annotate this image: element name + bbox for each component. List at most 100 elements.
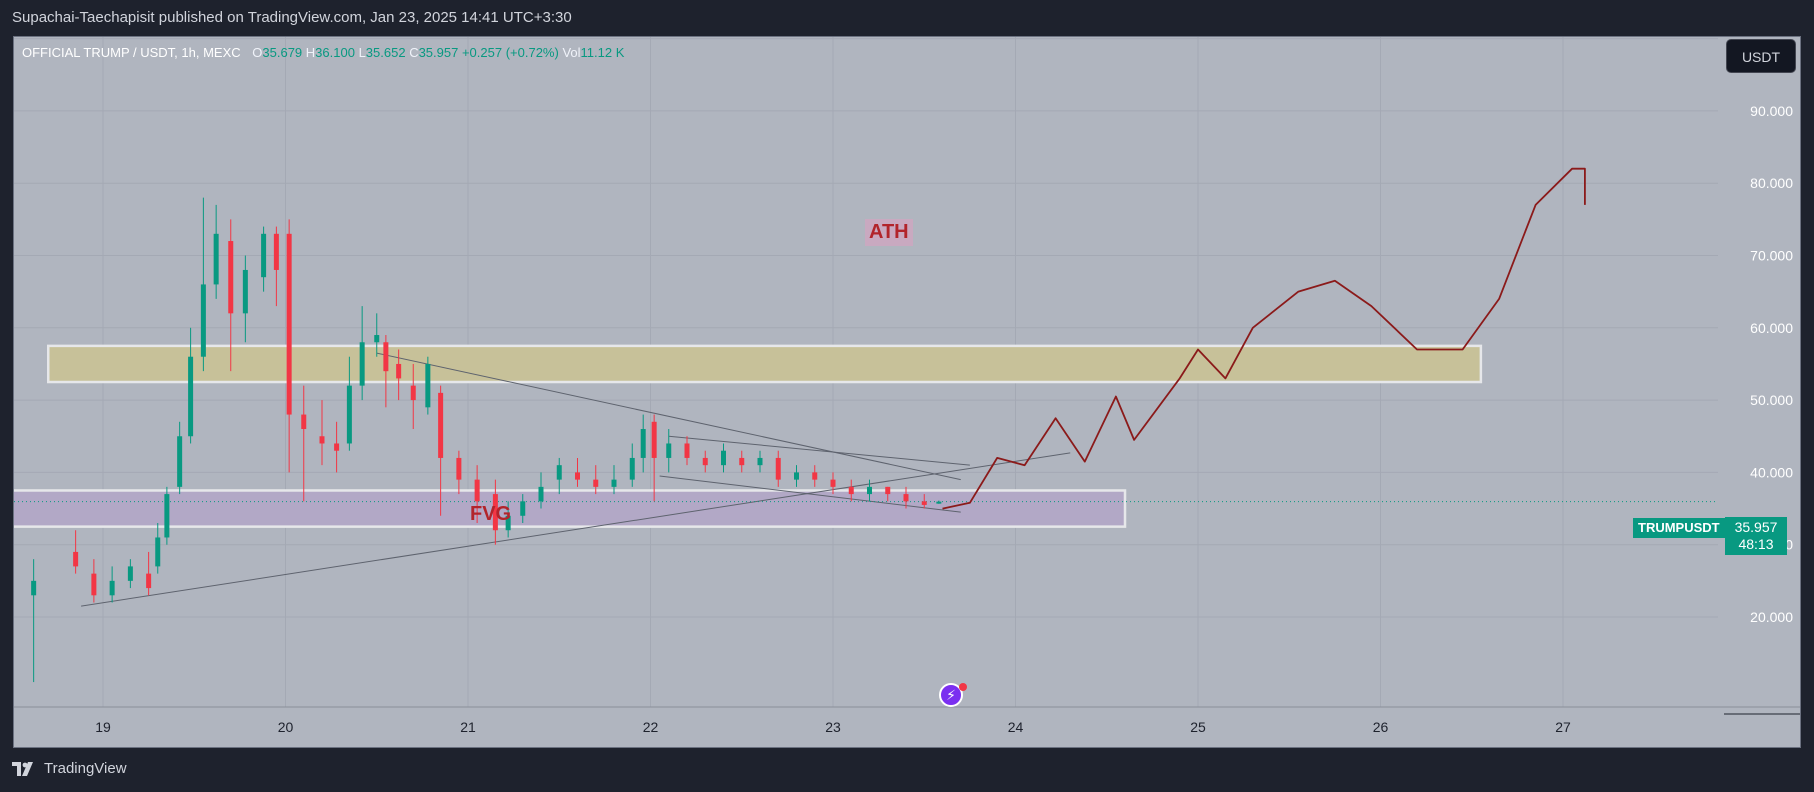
y-tick-label: 90.000: [1750, 103, 1793, 119]
candle-body: [474, 479, 480, 502]
high-value: 36.100: [315, 45, 355, 60]
candle-body: [702, 457, 708, 466]
candle-body: [867, 486, 872, 495]
low-value: 35.652: [365, 45, 406, 60]
open-label: O: [252, 45, 263, 60]
candle-body: [739, 457, 745, 466]
candle-countdown: 48:13: [1738, 536, 1774, 552]
candle-body: [611, 479, 617, 487]
forecast-path: [942, 167, 1586, 510]
x-tick-label: 20: [278, 719, 294, 735]
y-tick-label: 80.000: [1750, 175, 1793, 191]
candle-body: [346, 385, 352, 444]
candle-body: [666, 443, 672, 458]
candle-body: [109, 580, 115, 596]
candle-body: [757, 457, 763, 466]
candle-body: [374, 335, 380, 343]
ohlc-legend: OFFICIAL TRUMP / USDT, 1h, MEXC O35.679 …: [22, 45, 624, 60]
x-tick-label: 21: [460, 719, 476, 735]
candle-body: [492, 494, 498, 531]
x-tick-label: 27: [1555, 719, 1571, 735]
candle-body: [830, 479, 836, 487]
trend-line-4: [659, 475, 961, 513]
chart-canvas[interactable]: 20.00030.00040.00050.00060.00070.00080.0…: [14, 37, 1801, 748]
candle-body: [164, 494, 170, 538]
x-tick-label: 22: [643, 719, 659, 735]
publisher-line: Supachai-Taechapisit published on Tradin…: [12, 9, 572, 26]
close-value: 35.957: [418, 45, 459, 60]
candle-body: [127, 566, 133, 581]
candle-body: [721, 450, 726, 466]
candle-body: [286, 233, 292, 415]
volume-value: 11.12 K: [580, 45, 625, 60]
candle-body: [556, 465, 562, 480]
candle-body: [593, 479, 599, 487]
symbol-title[interactable]: OFFICIAL TRUMP / USDT, 1h, MEXC: [22, 45, 241, 60]
candle-body: [383, 342, 389, 372]
candle-body: [177, 436, 183, 487]
x-tick-label: 23: [825, 719, 841, 735]
candle-body: [188, 356, 194, 437]
candle-body: [242, 269, 248, 314]
candle-body: [538, 486, 544, 502]
candle-body: [301, 414, 307, 430]
candle-body: [425, 363, 431, 408]
candle-body: [651, 421, 657, 458]
candle-body: [575, 472, 580, 480]
y-tick-label: 60.000: [1750, 320, 1793, 336]
candle-body: [936, 501, 942, 504]
candle-body: [146, 573, 152, 589]
brand-name: TradingView: [44, 760, 127, 777]
close-label: C: [409, 45, 419, 60]
candle-body: [629, 457, 635, 480]
candle-body: [640, 429, 646, 458]
trend-line-3: [668, 435, 970, 466]
open-value: 35.679: [262, 45, 303, 60]
candle-body: [794, 472, 799, 480]
last-price-badge: 35.957 48:13: [1725, 517, 1787, 555]
candle-body: [273, 233, 279, 270]
candle-body: [228, 241, 234, 314]
candle-body: [684, 443, 690, 458]
candle-body: [438, 392, 444, 458]
candle-body: [334, 443, 340, 451]
footer: TradingView: [0, 748, 1814, 792]
x-tick-label: 19: [95, 719, 111, 735]
candle-body: [319, 436, 325, 444]
currency-button[interactable]: USDT: [1726, 39, 1796, 73]
candle-body: [903, 494, 909, 502]
x-tick-label: 26: [1373, 719, 1389, 735]
notification-dot-icon: [959, 683, 967, 691]
last-price: 35.957: [1734, 519, 1778, 535]
low-label: L: [358, 45, 366, 60]
candle-body: [456, 457, 462, 480]
ath-annotation: ATH: [865, 219, 913, 246]
candle-body: [396, 363, 402, 379]
chart-panel[interactable]: 20.00030.00040.00050.00060.00070.00080.0…: [13, 36, 1801, 748]
zone-fvg: [14, 489, 1127, 528]
candle-body: [73, 551, 79, 567]
y-tick-label: 50.000: [1750, 392, 1793, 408]
x-tick-label: 25: [1190, 719, 1206, 735]
candle-body: [213, 233, 219, 285]
fvg-annotation: FVG: [470, 503, 512, 525]
candle-body: [91, 573, 97, 596]
candle-body: [155, 537, 161, 567]
zone-supply: [47, 344, 1483, 384]
high-label: H: [305, 45, 316, 60]
change-value: +0.257 (+0.72%): [461, 45, 559, 60]
candle-body: [812, 472, 818, 480]
candle-body: [359, 342, 365, 386]
candle-body: [520, 501, 526, 516]
candle-body: [921, 501, 927, 505]
candle-body: [885, 486, 891, 495]
tradingview-brand[interactable]: TradingView: [12, 760, 127, 777]
x-tick-label: 24: [1008, 719, 1024, 735]
candle-body: [505, 515, 511, 531]
candle-body: [848, 486, 854, 495]
tradingview-logo-icon: [12, 761, 33, 776]
trend-line-1: [81, 452, 1071, 607]
y-tick-label: 40.000: [1750, 464, 1793, 480]
trend-line-2: [376, 352, 961, 481]
y-tick-label: 20.000: [1750, 609, 1793, 625]
